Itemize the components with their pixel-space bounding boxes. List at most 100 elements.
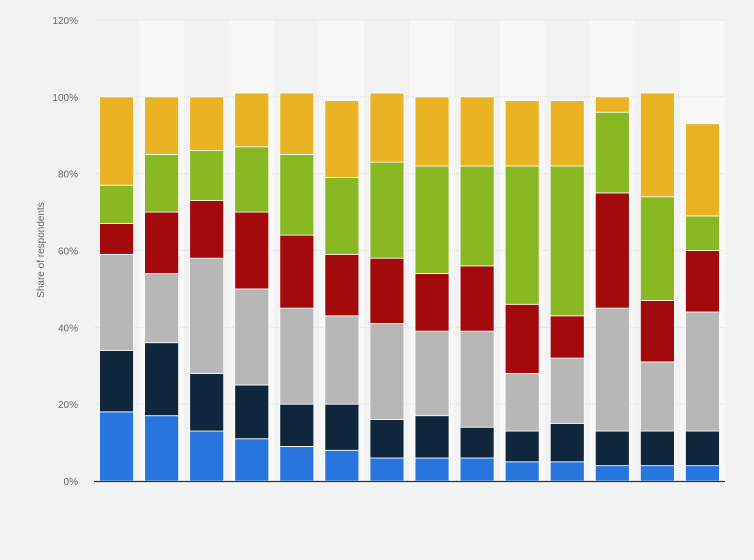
bar-segment-4[interactable]	[99, 184, 134, 225]
bar-segment-5[interactable]	[99, 96, 134, 186]
bar-segment-1[interactable]	[99, 349, 134, 413]
y-tick-label: 40%	[58, 323, 78, 334]
bar-segment-5[interactable]	[594, 96, 630, 113]
bar-segment-1[interactable]	[234, 384, 270, 440]
bar-segment-2[interactable]	[234, 288, 270, 386]
bar-segment-5[interactable]	[324, 100, 360, 178]
bar-segment-3[interactable]	[144, 211, 180, 274]
y-axis-ticks: 0% 20% 40% 60% 80% 100% 120%	[52, 16, 78, 488]
bar-segment-0[interactable]	[279, 446, 315, 482]
bar-segment-1[interactable]	[144, 342, 180, 417]
bar-segment-4[interactable]	[189, 150, 225, 201]
bar-segment-3[interactable]	[685, 250, 720, 313]
bar-segment-4[interactable]	[414, 165, 450, 274]
bar-segment-0[interactable]	[144, 415, 180, 482]
bar-segment-2[interactable]	[639, 361, 675, 432]
bar-segment-5[interactable]	[144, 96, 180, 155]
bar-segment-1[interactable]	[369, 419, 405, 459]
bar-segment-3[interactable]	[504, 303, 540, 374]
bar-segment-4[interactable]	[279, 154, 315, 236]
bar-segment-3[interactable]	[549, 315, 585, 359]
bar-segment-3[interactable]	[99, 223, 134, 255]
bar-segment-2[interactable]	[414, 330, 450, 417]
bar-segment-0[interactable]	[639, 465, 675, 482]
bar-segment-5[interactable]	[369, 92, 405, 163]
bar-segment-0[interactable]	[369, 457, 405, 482]
bar-segment-1[interactable]	[594, 430, 630, 467]
bar-stack	[459, 96, 495, 482]
bar-segment-2[interactable]	[369, 323, 405, 420]
bar-segment-2[interactable]	[594, 307, 630, 432]
bar-segment-2[interactable]	[99, 253, 134, 351]
bar-segment-2[interactable]	[459, 330, 495, 428]
bar-segment-4[interactable]	[594, 111, 630, 194]
bar-stack	[279, 92, 315, 482]
bar-segment-0[interactable]	[99, 411, 134, 482]
bar-segment-1[interactable]	[504, 430, 540, 463]
bar-stack	[549, 100, 585, 482]
bar-segment-2[interactable]	[549, 357, 585, 424]
bar-segment-4[interactable]	[369, 161, 405, 259]
bars	[99, 92, 720, 482]
bar-segment-4[interactable]	[324, 177, 360, 255]
bar-segment-1[interactable]	[685, 430, 720, 467]
bar-segment-0[interactable]	[549, 461, 585, 482]
bar-segment-4[interactable]	[639, 196, 675, 301]
bar-stack	[189, 96, 225, 482]
bar-segment-4[interactable]	[234, 146, 270, 213]
y-tick-label: 20%	[58, 400, 78, 411]
bar-segment-0[interactable]	[234, 438, 270, 482]
bar-stack	[639, 92, 675, 482]
bar-segment-1[interactable]	[639, 430, 675, 467]
bar-stack	[414, 96, 450, 482]
bar-segment-3[interactable]	[639, 300, 675, 363]
bar-segment-2[interactable]	[504, 373, 540, 432]
bar-segment-5[interactable]	[459, 96, 495, 167]
bar-segment-0[interactable]	[414, 457, 450, 482]
bar-segment-4[interactable]	[144, 154, 180, 213]
bar-segment-4[interactable]	[504, 165, 540, 305]
bar-segment-1[interactable]	[414, 415, 450, 459]
bar-stack	[234, 92, 270, 482]
bar-segment-5[interactable]	[504, 100, 540, 167]
bar-segment-0[interactable]	[504, 461, 540, 482]
bar-segment-1[interactable]	[324, 403, 360, 451]
bar-segment-1[interactable]	[459, 426, 495, 459]
bar-segment-3[interactable]	[414, 273, 450, 332]
bar-segment-5[interactable]	[639, 92, 675, 198]
bar-segment-3[interactable]	[189, 200, 225, 259]
bar-segment-2[interactable]	[144, 273, 180, 344]
bar-segment-3[interactable]	[459, 265, 495, 332]
bar-segment-3[interactable]	[234, 211, 270, 290]
bar-stack	[594, 96, 630, 482]
bar-segment-2[interactable]	[279, 307, 315, 405]
bar-segment-0[interactable]	[459, 457, 495, 482]
bar-segment-5[interactable]	[234, 92, 270, 148]
bar-segment-1[interactable]	[279, 403, 315, 447]
bar-segment-0[interactable]	[685, 465, 720, 482]
bar-segment-4[interactable]	[549, 165, 585, 317]
bar-segment-5[interactable]	[414, 96, 450, 167]
y-axis-label: Share of respondents	[36, 202, 47, 298]
bar-segment-1[interactable]	[189, 373, 225, 432]
bar-segment-0[interactable]	[189, 430, 225, 482]
y-tick-label: 100%	[52, 93, 78, 104]
bar-segment-3[interactable]	[594, 192, 630, 309]
bar-segment-5[interactable]	[549, 100, 585, 167]
bar-segment-5[interactable]	[279, 92, 315, 155]
bar-segment-5[interactable]	[189, 96, 225, 152]
bar-stack	[685, 123, 720, 482]
bar-segment-0[interactable]	[594, 465, 630, 482]
bar-segment-5[interactable]	[685, 123, 720, 217]
bar-segment-1[interactable]	[549, 422, 585, 463]
bar-segment-2[interactable]	[685, 311, 720, 432]
bar-segment-3[interactable]	[369, 257, 405, 324]
bar-segment-2[interactable]	[324, 315, 360, 405]
bar-segment-3[interactable]	[279, 234, 315, 309]
bar-segment-0[interactable]	[324, 449, 360, 482]
bar-segment-3[interactable]	[324, 253, 360, 317]
bar-segment-2[interactable]	[189, 257, 225, 374]
bar-stack	[369, 92, 405, 482]
bar-segment-4[interactable]	[685, 215, 720, 251]
bar-segment-4[interactable]	[459, 165, 495, 267]
